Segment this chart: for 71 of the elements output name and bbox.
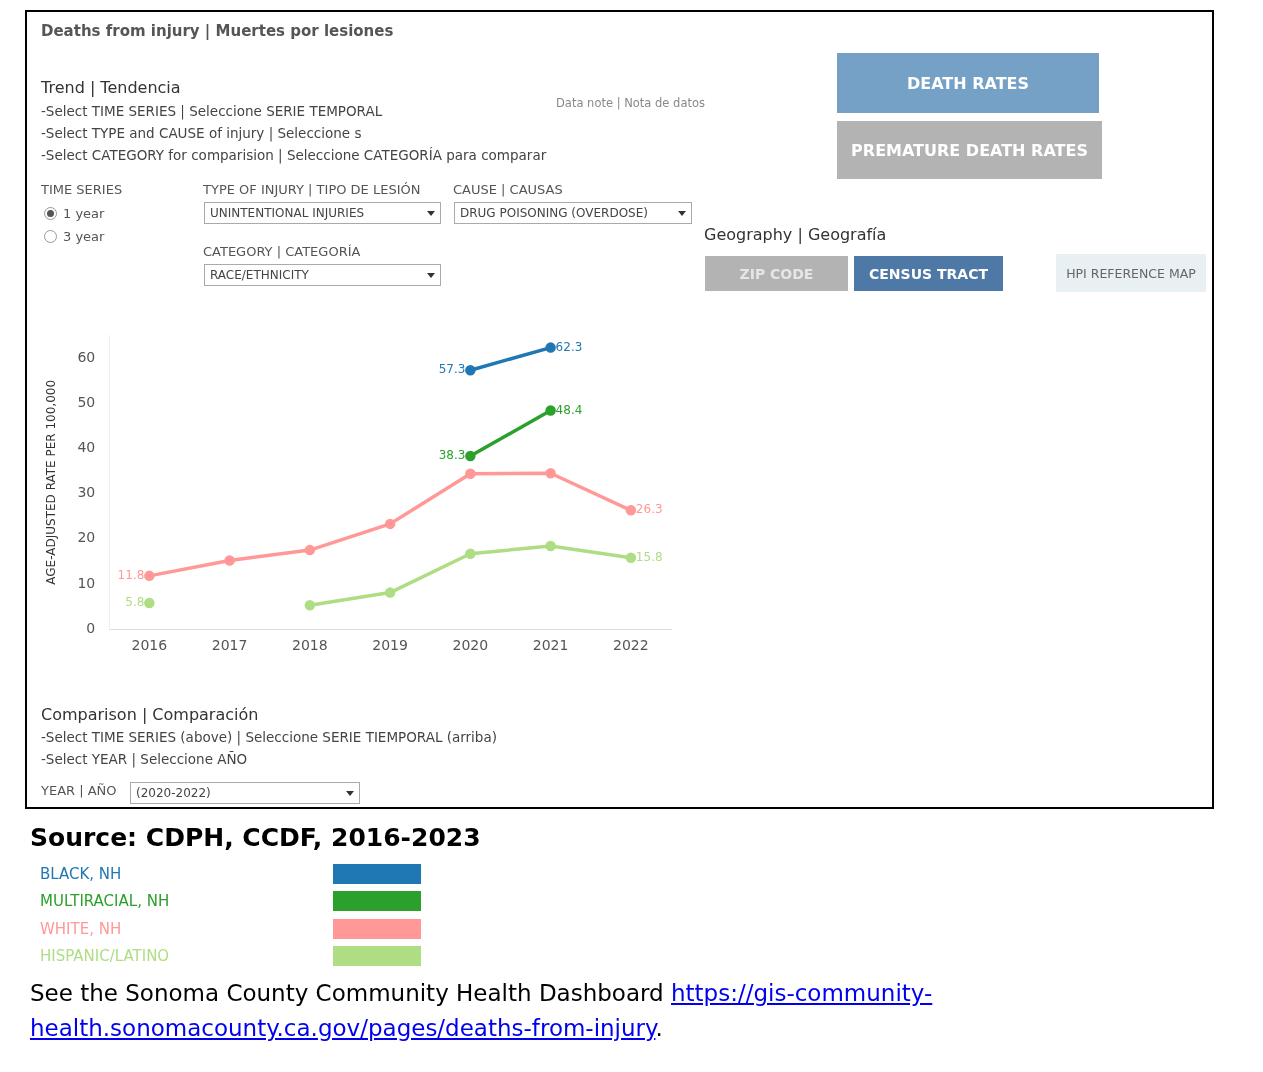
point xyxy=(304,599,316,611)
text: -Select TIME SERIES | Seleccione SERIE TEMPORAL xyxy=(41,103,383,119)
point xyxy=(465,548,476,559)
dropdown-field: UNINTENTIONAL INJURIES xyxy=(204,202,441,224)
text: -Select TIME SERIES (above) | Seleccione SERIE TIEMPORAL (arriba) xyxy=(41,729,497,745)
data-label: 15.8 xyxy=(635,549,663,564)
point xyxy=(545,342,556,353)
text: CAUSE | CAUSAS xyxy=(453,182,563,197)
data-label: 57.3 xyxy=(438,362,466,377)
text: HISPANIC/LATINO xyxy=(40,947,171,966)
button: PREMATURE DEATH RATES xyxy=(837,121,1102,179)
y-tick-label: 50 xyxy=(77,393,96,410)
text: BLACK, NH xyxy=(40,864,123,883)
x-tick-label: 2022 xyxy=(613,637,649,654)
y-tick-label: 60 xyxy=(77,348,96,365)
text: 3 year xyxy=(63,229,105,244)
y-tick-label: 40 xyxy=(77,439,96,456)
data-label: 5.8 xyxy=(125,595,145,610)
y-tick-label: 20 xyxy=(77,529,96,546)
source-note: Source: CDPH, CCDF, 2016-2023 xyxy=(30,823,481,852)
x-tick-label: 2018 xyxy=(292,637,328,654)
point xyxy=(465,468,476,479)
y-tick-label: 0 xyxy=(86,619,96,636)
chart-title: Deaths from injury | Muertes por lesiones xyxy=(41,22,394,40)
text: Geography | Geografía xyxy=(704,225,887,244)
point xyxy=(625,552,637,564)
data-label: 62.3 xyxy=(555,339,583,354)
text: -Select TYPE and CAUSE of injury | Seleccione s xyxy=(41,125,362,141)
point xyxy=(304,544,316,556)
text: 1 year xyxy=(63,206,105,221)
button: CENSUS TRACT xyxy=(854,256,1003,291)
text: -Select YEAR | Seleccione AÑO xyxy=(41,751,248,767)
x-tick-label: 2016 xyxy=(131,637,168,654)
data-label: 26.3 xyxy=(635,502,663,517)
point xyxy=(384,587,396,598)
point xyxy=(465,450,476,462)
text: CATEGORY | CATEGORÍA xyxy=(203,244,361,259)
data-label: 11.8 xyxy=(117,567,145,582)
point xyxy=(625,505,637,516)
button: DEATH RATES xyxy=(837,53,1099,113)
dropdown-field: DRUG POISONING (OVERDOSE) xyxy=(454,202,692,224)
y-tick-label: 10 xyxy=(77,574,96,591)
button: HPI REFERENCE MAP xyxy=(1056,254,1206,292)
x-tick-label: 2019 xyxy=(372,637,408,654)
dropdown-field: (2020-2022) xyxy=(130,782,360,804)
point xyxy=(144,597,155,609)
data-label: 38.3 xyxy=(438,448,466,463)
text: WHITE, NH xyxy=(40,919,123,938)
point xyxy=(465,364,476,376)
text: YEAR | AÑO xyxy=(41,783,117,798)
x-tick-label: 2017 xyxy=(211,637,248,654)
text: Data note | Nota de datos xyxy=(556,96,705,110)
point xyxy=(224,555,235,566)
point xyxy=(545,468,556,479)
text: TYPE OF INJURY | TIPO DE LESIÓN xyxy=(203,182,421,197)
y-axis-title: AGE-ADJUSTED RATE PER 100,000 xyxy=(44,379,59,585)
text: -Select CATEGORY for comparision | Seleccione CATEGORÍA para comparar xyxy=(41,147,547,163)
text: TIME SERIES xyxy=(41,182,123,197)
data-label: 48.4 xyxy=(555,402,583,417)
x-tick-label: 2021 xyxy=(532,637,569,654)
text: Trend | Tendencia xyxy=(41,78,181,97)
point xyxy=(144,570,155,582)
point xyxy=(384,518,396,530)
text: MULTIRACIAL, NH xyxy=(40,892,171,911)
x-tick-label: 2020 xyxy=(452,637,489,654)
y-tick-label: 30 xyxy=(77,484,96,501)
point xyxy=(545,540,556,552)
point xyxy=(545,405,556,416)
text: See the Sonoma County Community Health Dashboard https://gis-community-health.sonomacounty.ca.gov/pages/deaths-from-injury. xyxy=(30,979,934,1043)
text: Comparison | Comparación xyxy=(41,705,259,724)
dropdown-field: RACE/ETHNICITY xyxy=(204,264,441,286)
